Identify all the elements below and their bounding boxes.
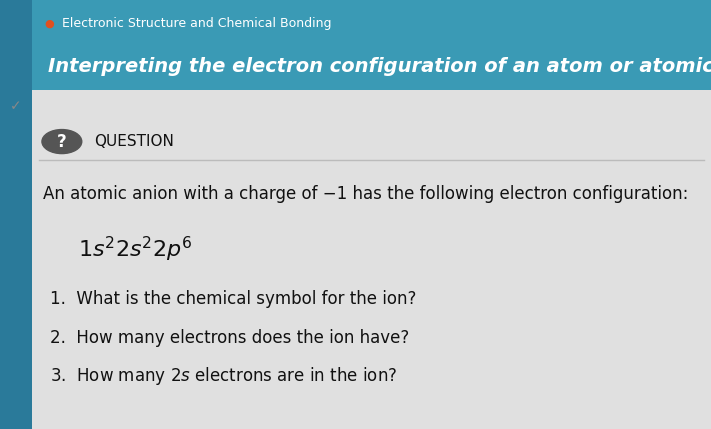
Text: ?: ? [57,133,67,151]
Text: Electronic Structure and Chemical Bonding: Electronic Structure and Chemical Bondin… [62,17,331,30]
Text: $1s^{2}2s^{2}2p^{6}$: $1s^{2}2s^{2}2p^{6}$ [78,235,193,264]
Text: An atomic anion with a charge of −1 has the following electron configuration:: An atomic anion with a charge of −1 has … [43,185,688,203]
Text: 2.  How many electrons does the ion have?: 2. How many electrons does the ion have? [50,329,409,347]
Text: QUESTION: QUESTION [95,134,174,149]
Text: ✓: ✓ [10,100,22,113]
Text: 3.  How many $2s$ electrons are in the ion?: 3. How many $2s$ electrons are in the io… [50,365,397,387]
Text: Interpreting the electron configuration of an atom or atomic ion: Interpreting the electron configuration … [48,57,711,76]
Text: 1.  What is the chemical symbol for the ion?: 1. What is the chemical symbol for the i… [50,290,416,308]
Text: ●: ● [45,18,55,29]
